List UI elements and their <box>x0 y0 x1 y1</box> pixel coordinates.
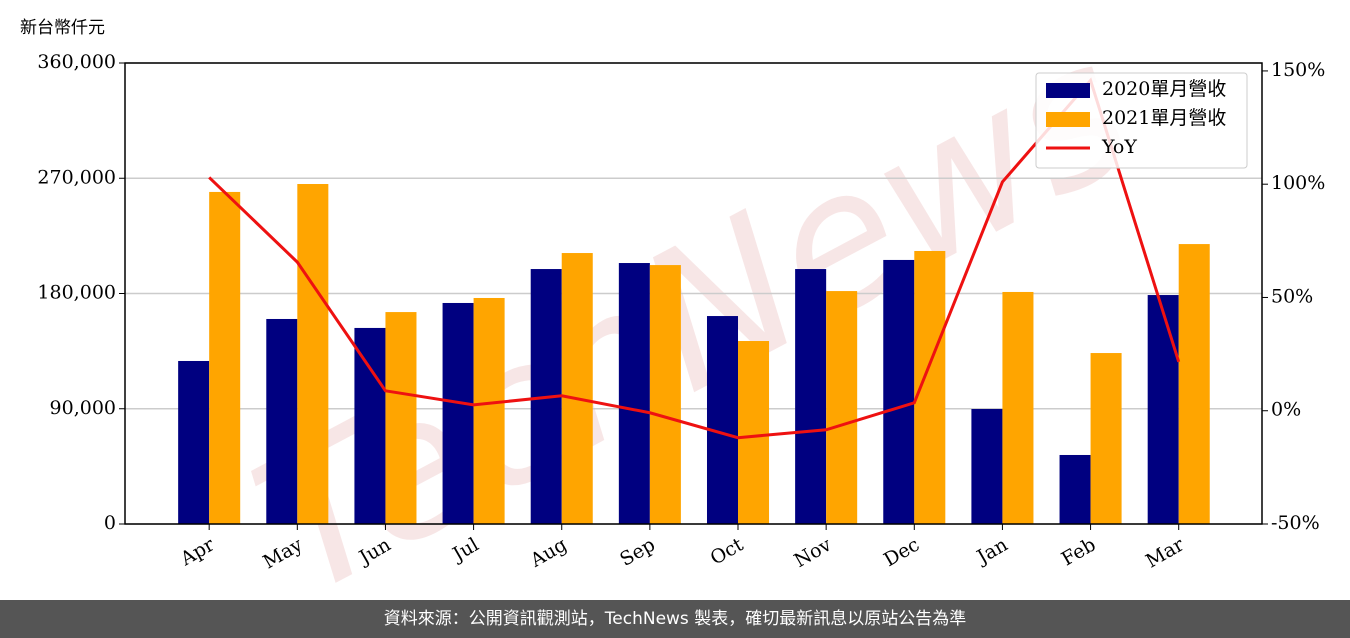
bar <box>209 191 241 524</box>
bar <box>1090 353 1122 524</box>
bar <box>178 360 210 524</box>
bar <box>385 312 417 524</box>
bar <box>795 269 827 524</box>
y2-tick-label: -50% <box>1271 512 1320 534</box>
legend-label: 2020單月營收 <box>1102 78 1226 100</box>
bar <box>618 263 650 524</box>
x-tick-label: Nov <box>791 533 836 572</box>
legend-swatch <box>1046 112 1090 127</box>
bar <box>1147 295 1179 524</box>
x-tick-label: Apr <box>176 533 219 570</box>
x-tick-label: Sep <box>616 534 659 571</box>
y2-tick-label: 50% <box>1271 285 1313 307</box>
y-axis-label: 新台幣仟元 <box>20 18 105 38</box>
y-tick-label: 90,000 <box>50 397 116 419</box>
x-tick-label: Dec <box>880 534 923 572</box>
bar <box>826 291 858 524</box>
bar <box>1002 291 1034 524</box>
bar <box>971 409 1003 524</box>
bar <box>266 318 298 524</box>
legend-label: YoY <box>1101 136 1137 158</box>
bar <box>297 184 329 524</box>
bar <box>1178 244 1210 524</box>
bar <box>649 265 681 524</box>
y-tick-label: 180,000 <box>37 282 116 304</box>
line <box>208 77 1181 440</box>
chart: 新台幣仟元 TechNews 090,000180,000270,000360,… <box>20 0 1325 638</box>
y-tick-label: 360,000 <box>37 51 116 73</box>
x-tick-label: Feb <box>1058 534 1100 571</box>
bar <box>442 302 474 524</box>
legend-label: 2021單月營收 <box>1102 107 1226 129</box>
bar <box>1059 454 1091 524</box>
bar <box>706 316 739 524</box>
bar <box>473 297 505 524</box>
y2-tick-label: 150% <box>1271 59 1325 81</box>
bar <box>354 327 386 524</box>
x-tick-label: Aug <box>526 534 571 573</box>
legend: 2020單月營收 2021單月營收 YoY <box>1035 72 1248 169</box>
legend-swatch <box>1046 83 1090 98</box>
bar <box>561 253 593 525</box>
y-tick-label: 270,000 <box>37 166 116 188</box>
x-tick-label: Oct <box>707 533 748 569</box>
footer: 資料來源：公開資訊觀測站，TechNews 製表，確切最新訊息以原站公告為準 <box>0 600 1350 638</box>
x-tick-label: Mar <box>1142 533 1188 572</box>
y2-tick-label: 100% <box>1271 172 1325 194</box>
bar <box>738 341 770 524</box>
x-tick-label: Jan <box>972 534 1012 570</box>
y2-tick-label: 0% <box>1271 399 1301 421</box>
plot-frame <box>124 62 1263 525</box>
bar <box>883 259 915 524</box>
y-tick-label: 0 <box>104 512 116 534</box>
